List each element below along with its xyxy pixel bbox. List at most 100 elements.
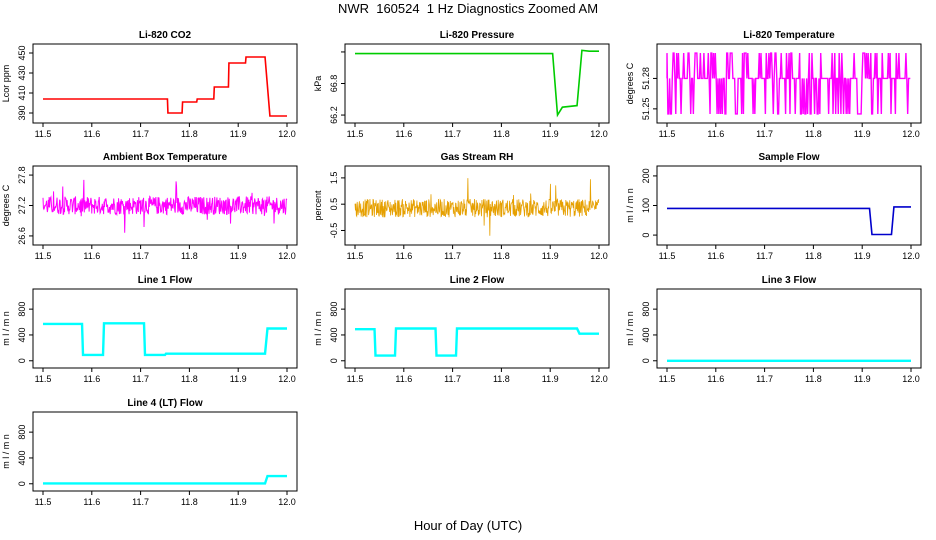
y-tick-label: 800 <box>17 425 27 440</box>
x-tick-label: 11.6 <box>707 374 724 384</box>
series-line <box>666 52 911 115</box>
series-group <box>355 327 599 357</box>
x-tick-label: 11.9 <box>230 374 247 384</box>
x-tick-label: 11.9 <box>542 374 559 384</box>
x-tick-label: 11.9 <box>542 251 559 261</box>
panel-3: Ambient Box Temperature degrees C 11.5 11.6… <box>1 152 298 261</box>
x-tick-label: 11.7 <box>132 251 149 261</box>
x-tick-label: 11.5 <box>659 251 676 261</box>
panel-frame <box>32 288 298 369</box>
y-tick-label: 0.5 <box>329 198 339 211</box>
x-tick-label: 11.6 <box>83 129 100 139</box>
x-tick-label: 11.9 <box>230 251 247 261</box>
panel-frame <box>344 288 610 369</box>
x-tick-label: 11.5 <box>347 374 364 384</box>
y-tick-label: 400 <box>329 327 339 342</box>
y-axis-label: m l / m n <box>625 311 635 346</box>
x-tick-label: 11.6 <box>83 251 100 261</box>
y-tick-label: 27.2 <box>17 197 27 215</box>
series-line <box>354 178 600 236</box>
y-axis-label: Lcor ppm <box>1 65 11 103</box>
y-tick-label: -0.5 <box>329 223 339 239</box>
series-group <box>666 52 911 115</box>
x-tick-label: 11.7 <box>132 374 149 384</box>
x-tick-label: 12.0 <box>902 129 920 139</box>
panel-frame <box>656 165 922 246</box>
x-tick-label: 11.8 <box>181 497 198 507</box>
x-axis-label: Hour of Day (UTC) <box>413 518 523 533</box>
x-tick-label: 11.9 <box>854 374 871 384</box>
main-title: NWR 160524 1 Hz Diagnostics Zoomed AM <box>337 1 599 16</box>
panel-2: Li-820 Temperature degrees C 11.5 11.6 11.7 1… <box>625 30 922 139</box>
series-line <box>355 49 599 118</box>
x-tick-label: 12.0 <box>278 251 296 261</box>
panel-frame <box>344 43 610 124</box>
y-axis-label: kPa <box>313 76 323 92</box>
y-tick-label: 430 <box>17 65 27 80</box>
series-line <box>667 206 911 236</box>
y-tick-label: 1.5 <box>329 172 339 185</box>
y-tick-label: 200 <box>641 168 651 183</box>
x-tick-label: 11.6 <box>707 129 724 139</box>
x-tick-label: 11.8 <box>181 374 198 384</box>
x-tick-label: 12.0 <box>278 129 296 139</box>
x-tick-label: 12.0 <box>590 374 608 384</box>
y-tick-label: 800 <box>641 302 651 317</box>
y-tick-label: 66.2 <box>329 106 339 124</box>
y-tick-label: 390 <box>17 105 27 120</box>
series-line <box>43 56 287 117</box>
y-axis-label: m l / m n <box>1 311 11 346</box>
panel-8: Line 3 Flow m l / m n 11.5 11.6 11.7 11.8 11.9… <box>625 275 922 384</box>
panel-title: Gas Stream RH <box>441 152 514 163</box>
x-tick-label: 12.0 <box>590 251 608 261</box>
y-tick-label: 800 <box>329 302 339 317</box>
panel-frame <box>344 165 610 246</box>
series-group <box>354 178 600 236</box>
y-tick-label: 400 <box>641 327 651 342</box>
x-tick-label: 11.6 <box>83 374 100 384</box>
y-axis-label: m l / m n <box>1 434 11 469</box>
x-tick-label: 11.6 <box>707 251 724 261</box>
x-tick-label: 11.6 <box>395 129 412 139</box>
panel-6: Line 1 Flow m l / m n 11.5 11.6 11.7 11.8 11.9… <box>1 275 298 384</box>
x-tick-label: 11.8 <box>805 129 822 139</box>
x-tick-label: 11.5 <box>35 251 52 261</box>
panel-frame <box>656 288 922 369</box>
x-tick-label: 11.7 <box>444 251 461 261</box>
x-tick-label: 11.5 <box>35 497 52 507</box>
y-tick-label: 0 <box>329 358 339 363</box>
y-tick-label: 800 <box>17 302 27 317</box>
y-tick-label: 400 <box>17 450 27 465</box>
y-tick-label: 27.8 <box>17 166 27 184</box>
series-group <box>667 206 911 236</box>
y-tick-label: 410 <box>17 85 27 100</box>
y-axis-label: percent <box>313 190 323 221</box>
x-tick-label: 11.5 <box>659 374 676 384</box>
panel-frame <box>32 411 298 492</box>
x-tick-label: 11.8 <box>805 374 822 384</box>
x-tick-label: 11.8 <box>493 251 510 261</box>
x-tick-label: 11.8 <box>181 251 198 261</box>
x-tick-label: 12.0 <box>902 251 920 261</box>
x-tick-label: 11.7 <box>132 497 149 507</box>
x-tick-label: 11.8 <box>493 374 510 384</box>
y-tick-label: 0 <box>641 358 651 363</box>
x-tick-label: 11.8 <box>805 251 822 261</box>
x-tick-label: 12.0 <box>278 497 296 507</box>
y-axis-label: degrees C <box>1 184 11 226</box>
panel-title: Sample Flow <box>758 152 819 163</box>
x-tick-label: 11.7 <box>756 129 773 139</box>
x-tick-label: 11.5 <box>35 374 52 384</box>
y-tick-label: 0 <box>17 358 27 363</box>
x-tick-label: 11.5 <box>347 251 364 261</box>
series-group <box>43 56 287 117</box>
x-tick-label: 11.7 <box>756 251 773 261</box>
y-tick-label: 0 <box>641 233 651 238</box>
x-tick-label: 11.7 <box>132 129 149 139</box>
y-tick-label: 400 <box>17 327 27 342</box>
panel-1: Li-820 Pressure kPa 11.5 11.6 11.7 11.8 11.9 12… <box>313 30 610 139</box>
series-group <box>43 474 287 485</box>
x-tick-label: 12.0 <box>590 129 608 139</box>
